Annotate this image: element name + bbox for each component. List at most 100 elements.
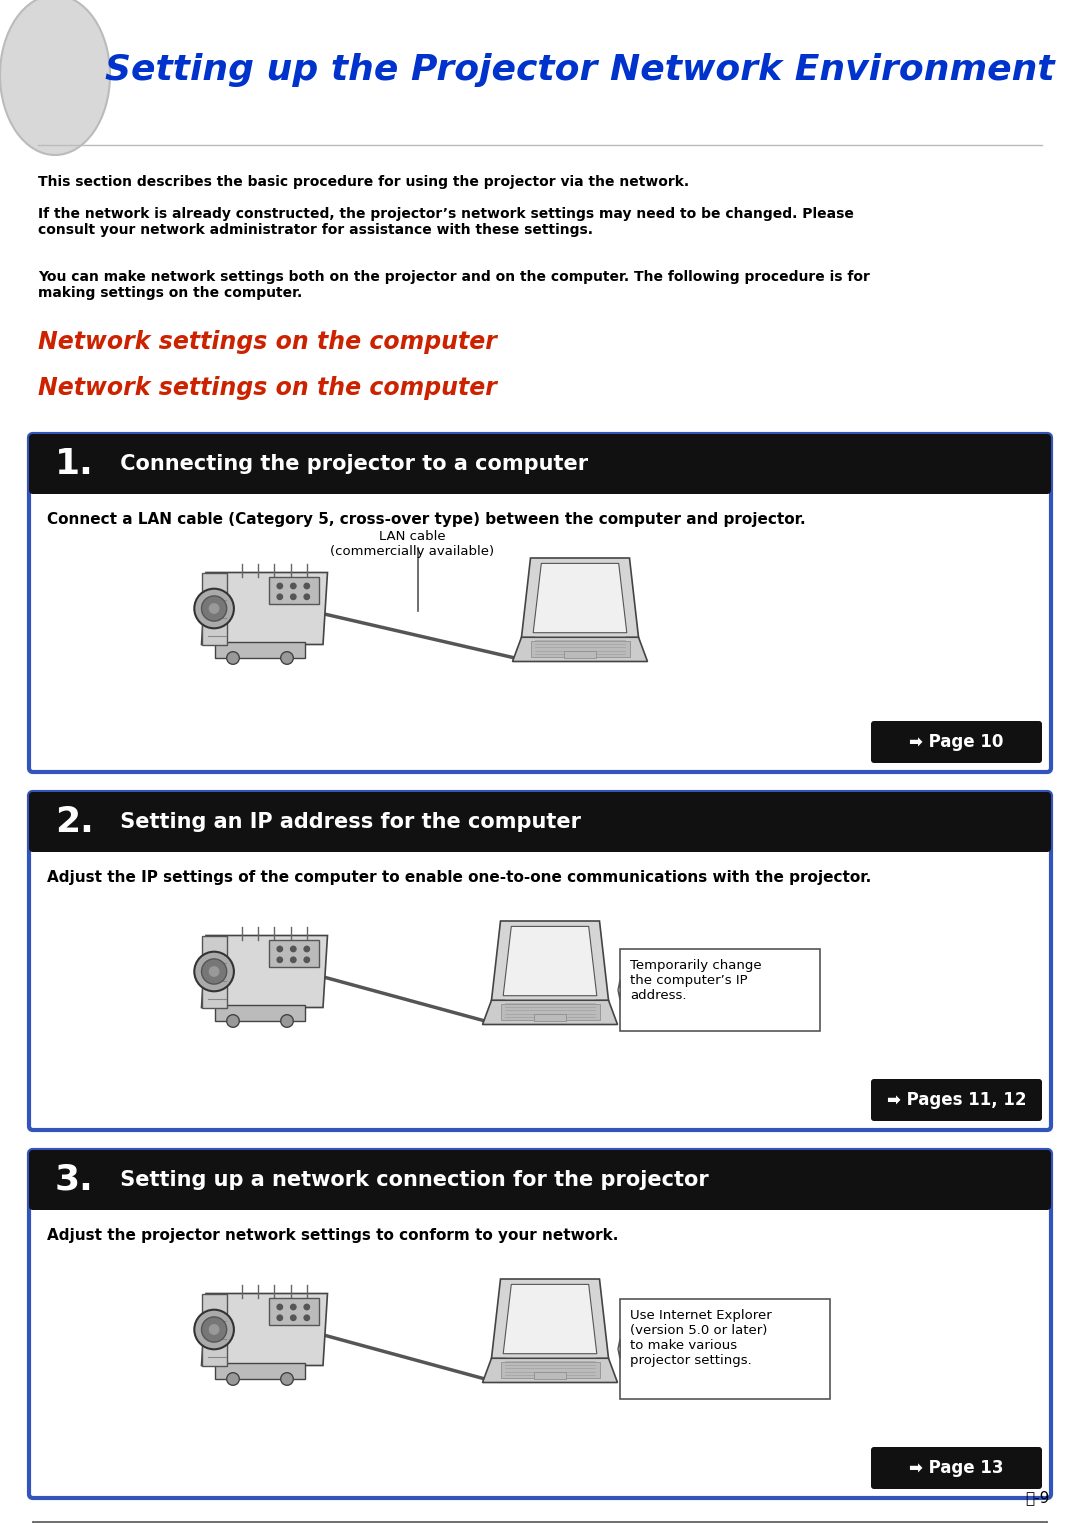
Bar: [620, 1299, 831, 1400]
Bar: [202, 935, 227, 1008]
Circle shape: [281, 652, 294, 664]
Circle shape: [291, 583, 296, 589]
Polygon shape: [491, 921, 608, 1001]
FancyBboxPatch shape: [870, 1078, 1042, 1121]
Circle shape: [194, 952, 234, 991]
Text: Adjust the projector network settings to conform to your network.: Adjust the projector network settings to…: [48, 1228, 619, 1243]
Circle shape: [281, 1014, 294, 1028]
Circle shape: [202, 595, 227, 621]
Text: 2.: 2.: [55, 806, 94, 839]
FancyBboxPatch shape: [29, 792, 1051, 1130]
Circle shape: [291, 956, 296, 963]
Circle shape: [278, 1314, 283, 1320]
Circle shape: [305, 956, 310, 963]
Text: Use Internet Explorer
(version 5.0 or later)
to make various
projector settings.: Use Internet Explorer (version 5.0 or la…: [630, 1308, 772, 1368]
Polygon shape: [522, 557, 638, 637]
FancyBboxPatch shape: [29, 792, 1051, 851]
Text: ➡ Pages 11, 12: ➡ Pages 11, 12: [887, 1090, 1026, 1109]
Polygon shape: [483, 1001, 618, 1025]
Polygon shape: [202, 1293, 327, 1366]
Bar: [215, 1363, 305, 1378]
Polygon shape: [491, 1279, 608, 1359]
Circle shape: [305, 946, 310, 952]
Polygon shape: [618, 1339, 620, 1359]
Circle shape: [278, 1304, 283, 1310]
Circle shape: [305, 583, 310, 589]
Circle shape: [278, 594, 283, 600]
Bar: [202, 1293, 227, 1366]
Text: Connect a LAN cable (Category 5, cross-over type) between the computer and proje: Connect a LAN cable (Category 5, cross-o…: [48, 512, 806, 527]
Circle shape: [305, 1314, 310, 1320]
Polygon shape: [483, 1359, 618, 1383]
Circle shape: [278, 956, 283, 963]
FancyBboxPatch shape: [29, 1150, 1051, 1499]
Text: You can make network settings both on the projector and on the computer. The fol: You can make network settings both on th…: [38, 270, 869, 300]
Bar: [269, 577, 319, 605]
Circle shape: [291, 594, 296, 600]
Text: Network settings on the computer: Network settings on the computer: [38, 330, 497, 353]
FancyBboxPatch shape: [29, 1150, 1051, 1209]
Text: (commercially available): (commercially available): [330, 545, 495, 557]
Circle shape: [202, 959, 227, 984]
Text: Temporarily change
the computer’s IP
address.: Temporarily change the computer’s IP add…: [630, 959, 761, 1002]
Bar: [215, 1005, 305, 1020]
Polygon shape: [202, 573, 327, 644]
Polygon shape: [513, 637, 648, 661]
Bar: [534, 1014, 566, 1020]
Text: This section describes the basic procedure for using the projector via the netwo: This section describes the basic procedu…: [38, 175, 689, 189]
Circle shape: [278, 583, 283, 589]
Bar: [500, 1362, 599, 1378]
Circle shape: [291, 1314, 296, 1320]
Text: Ⓐ-9: Ⓐ-9: [1026, 1489, 1050, 1505]
Polygon shape: [618, 979, 620, 1001]
Text: LAN cable: LAN cable: [379, 530, 446, 544]
Ellipse shape: [0, 0, 110, 155]
Bar: [500, 1004, 599, 1020]
Circle shape: [202, 1317, 227, 1342]
Text: Setting an IP address for the computer: Setting an IP address for the computer: [113, 812, 581, 832]
Bar: [202, 573, 227, 644]
Circle shape: [281, 1372, 294, 1386]
Text: Connecting the projector to a computer: Connecting the projector to a computer: [113, 454, 589, 474]
FancyBboxPatch shape: [29, 434, 1051, 493]
Text: ➡ Page 13: ➡ Page 13: [909, 1459, 1003, 1477]
Bar: [534, 1372, 566, 1378]
Circle shape: [208, 1323, 219, 1334]
FancyBboxPatch shape: [870, 1447, 1042, 1489]
Circle shape: [194, 1310, 234, 1349]
Circle shape: [227, 652, 240, 664]
Circle shape: [278, 946, 283, 952]
Bar: [620, 949, 820, 1031]
Text: If the network is already constructed, the projector’s network settings may need: If the network is already constructed, t…: [38, 207, 854, 238]
FancyBboxPatch shape: [870, 720, 1042, 763]
Polygon shape: [202, 935, 327, 1008]
Circle shape: [227, 1014, 240, 1028]
Text: Setting up a network connection for the projector: Setting up a network connection for the …: [113, 1170, 708, 1189]
Circle shape: [227, 1372, 240, 1386]
Circle shape: [305, 1304, 310, 1310]
FancyBboxPatch shape: [29, 434, 1051, 772]
Text: 1.: 1.: [55, 446, 94, 481]
Polygon shape: [503, 1284, 597, 1354]
Bar: [269, 940, 319, 967]
Bar: [564, 650, 596, 658]
Circle shape: [208, 603, 219, 614]
Circle shape: [291, 1304, 296, 1310]
Text: Adjust the IP settings of the computer to enable one-to-one communications with : Adjust the IP settings of the computer t…: [48, 870, 872, 885]
Bar: [215, 641, 305, 658]
Text: 3.: 3.: [55, 1164, 94, 1197]
Bar: [33, 1180, 1047, 1206]
Polygon shape: [503, 926, 597, 996]
Text: Network settings on the computer: Network settings on the computer: [38, 376, 497, 401]
Circle shape: [208, 966, 219, 976]
Polygon shape: [534, 564, 626, 632]
Circle shape: [291, 946, 296, 952]
Circle shape: [305, 594, 310, 600]
Circle shape: [194, 589, 234, 629]
Text: ➡ Page 10: ➡ Page 10: [909, 733, 1003, 751]
Bar: [530, 641, 630, 656]
Bar: [269, 1298, 319, 1325]
Bar: [33, 822, 1047, 848]
Text: Setting up the Projector Network Environment: Setting up the Projector Network Environ…: [105, 53, 1055, 87]
Bar: [33, 465, 1047, 490]
